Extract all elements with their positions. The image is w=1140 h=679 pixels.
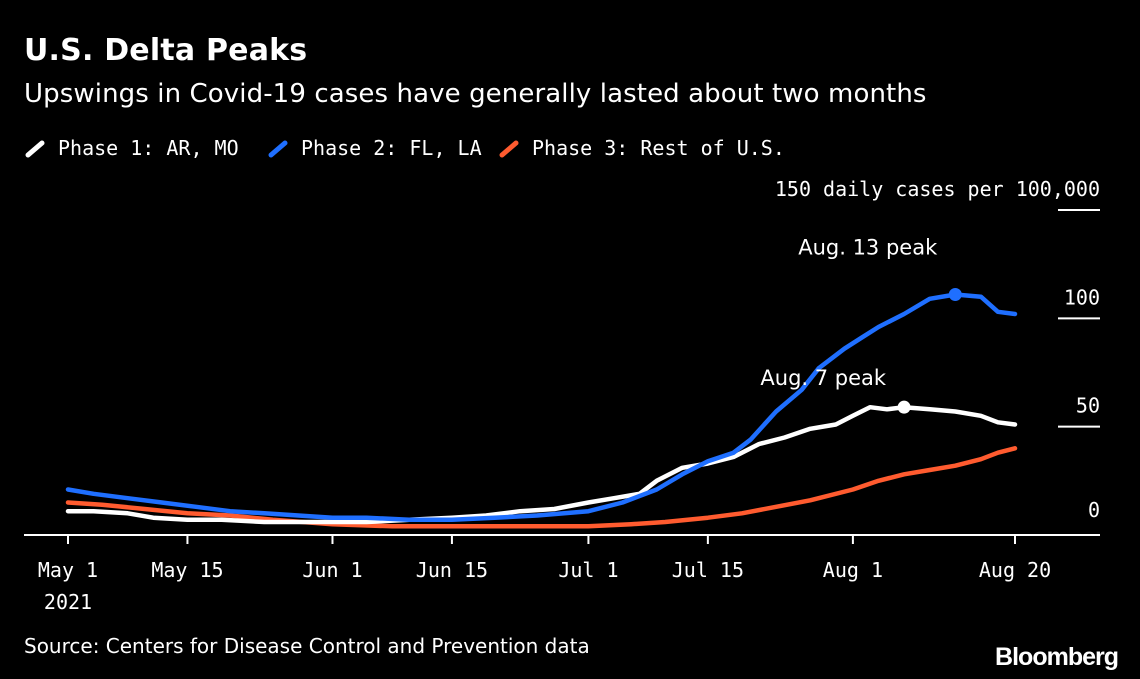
x-tick-label: May 15 bbox=[151, 558, 223, 582]
x-tick-label: May 1 bbox=[38, 558, 98, 582]
legend-label-phase-3: Phase 3: Rest of U.S. bbox=[532, 136, 785, 160]
series-line-phase-1-ar-mo bbox=[65, 404, 1018, 525]
peak-annotation-label: Aug. 7 peak bbox=[760, 366, 887, 390]
legend-swatch-phase-3 bbox=[498, 137, 528, 159]
series-line-phase-2-fl-la bbox=[65, 292, 1018, 523]
x-tick-label: Jul 15 bbox=[672, 558, 744, 582]
series-line-phase-3-rest-of-u-s bbox=[65, 446, 1018, 529]
y-tick-label: 0 bbox=[1088, 498, 1100, 522]
legend-swatch-line bbox=[268, 140, 288, 158]
legend-swatch-line bbox=[25, 140, 45, 158]
legend-item-phase-1: Phase 1: AR, MO bbox=[24, 136, 239, 160]
x-tick-label: Jul 1 bbox=[558, 558, 618, 582]
chart-subtitle: Upswings in Covid-19 cases have generall… bbox=[24, 79, 927, 109]
legend-item-phase-3: Phase 3: Rest of U.S. bbox=[498, 136, 785, 160]
legend-item-phase-2: Phase 2: FL, LA bbox=[267, 136, 482, 160]
legend-swatch-line bbox=[499, 140, 519, 158]
legend-label-phase-2: Phase 2: FL, LA bbox=[301, 136, 482, 160]
peak-marker bbox=[897, 400, 911, 414]
legend-label-phase-1: Phase 1: AR, MO bbox=[58, 136, 239, 160]
peak-marker bbox=[948, 288, 962, 301]
legend-swatch-phase-1 bbox=[24, 137, 54, 159]
x-tick-label: Jun 15 bbox=[416, 558, 488, 582]
bloomberg-logo: Bloomberg bbox=[995, 643, 1119, 671]
y-tick-label: 150 daily cases per 100,000 bbox=[775, 177, 1100, 201]
y-tick-label: 50 bbox=[1076, 394, 1100, 418]
legend-swatch-phase-2 bbox=[267, 137, 297, 159]
chart-title: U.S. Delta Peaks bbox=[24, 33, 308, 68]
x-tick-label: Aug 20 bbox=[979, 558, 1051, 582]
x-tick-label: Jun 1 bbox=[302, 558, 362, 582]
peak-annotation-label: Aug. 13 peak bbox=[798, 236, 938, 260]
y-tick-label: 100 bbox=[1064, 285, 1100, 309]
x-tick-label: Aug 1 bbox=[823, 558, 883, 582]
source-note: Source: Centers for Disease Control and … bbox=[24, 634, 590, 658]
x-tick-sublabel: 2021 bbox=[44, 590, 92, 614]
